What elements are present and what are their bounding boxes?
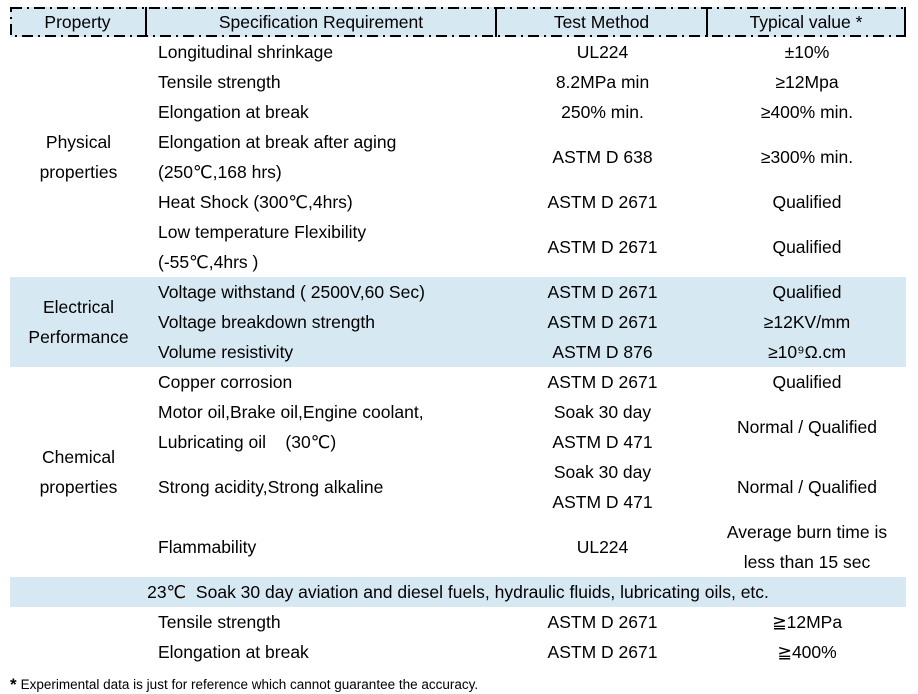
footnote-text: Experimental data is just for reference … xyxy=(20,677,479,692)
asterisk-marker: * xyxy=(10,675,17,694)
table-row: Elongation at break ASTM D 2671 ≧400% xyxy=(158,642,837,662)
section-physical-properties: Physical properties Longitudinal shrinka… xyxy=(10,37,906,277)
footnote: * Experimental data is just for reference… xyxy=(10,676,906,694)
property-label-chemical: Chemical properties xyxy=(39,447,118,497)
header-cell-typical-value: Typical value * xyxy=(708,7,906,37)
table-row: Low temperature Flexibility (-55℃,4hrs )… xyxy=(158,222,842,272)
table-row: Voltage withstand ( 2500V,60 Sec) ASTM D… xyxy=(158,282,842,302)
table-header-row: Property Specification Requirement Test … xyxy=(10,7,906,37)
table-row: Copper corrosion ASTM D 2671 Qualified xyxy=(158,372,842,392)
table-row: Voltage breakdown strength ASTM D 2671 ≥… xyxy=(158,312,851,332)
table-row: Flammability UL224 Average burn time is … xyxy=(158,522,888,572)
table-row: Heat Shock (300℃,4hrs) ASTM D 2671 Quali… xyxy=(158,192,842,212)
soak-condition-banner: 23℃ Soak 30 day aviation and diesel fuel… xyxy=(10,577,906,607)
header-cell-test-method: Test Method xyxy=(497,7,708,37)
table-row: Elongation at break 250% min. ≥400% min. xyxy=(158,102,854,122)
table-row: Strong acidity,Strong alkaline Soak 30 d… xyxy=(158,462,878,512)
after-soak-rows: Tensile strength ASTM D 2671 ≧12MPa Elon… xyxy=(147,607,906,667)
table-row: Motor oil,Brake oil,Engine coolant, Lubr… xyxy=(158,402,878,452)
header-cell-spec: Specification Requirement xyxy=(147,7,497,37)
table-row: Elongation at break after aging (250℃,16… xyxy=(158,132,854,182)
section-electrical-performance: Electrical Performance Voltage withstand… xyxy=(10,277,906,367)
table-row: Longitudinal shrinkage UL224 ±10% xyxy=(158,42,830,62)
property-label-physical: Physical properties xyxy=(39,132,118,182)
table-row: Tensile strength 8.2MPa min ≥12Mpa xyxy=(158,72,839,92)
table-row: Volume resistivity ASTM D 876 ≥10⁹Ω.cm xyxy=(158,342,846,362)
specification-table: Property Specification Requirement Test … xyxy=(10,7,906,694)
table-row: Tensile strength ASTM D 2671 ≧12MPa xyxy=(158,612,843,632)
header-cell-property: Property xyxy=(10,7,147,37)
section-chemical-properties: Chemical properties Copper corrosion AST… xyxy=(10,367,906,577)
property-label-electrical: Electrical Performance xyxy=(28,297,129,347)
